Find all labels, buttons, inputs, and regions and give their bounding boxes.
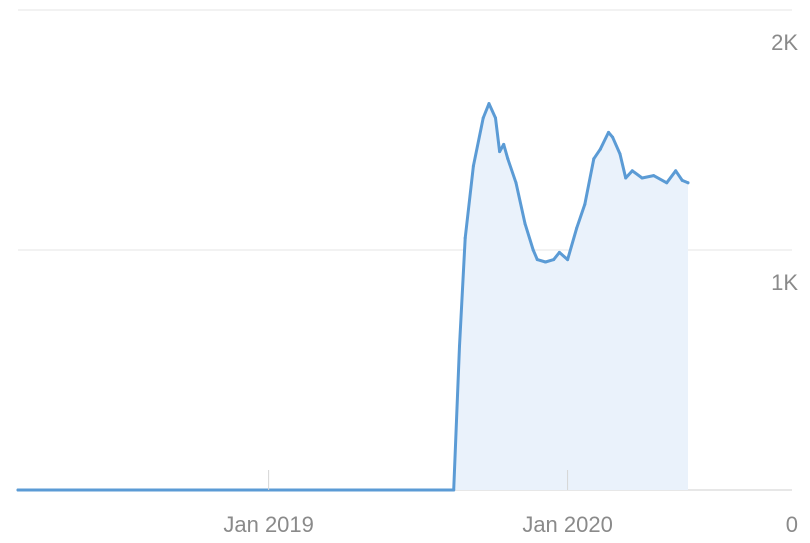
data-point [457, 344, 461, 348]
data-point [502, 142, 506, 146]
data-point [583, 202, 587, 206]
data-point [598, 147, 602, 151]
data-point [487, 102, 491, 106]
data-point [514, 181, 518, 185]
area-layer [18, 103, 688, 490]
y-axis: 0 1K 2K [771, 30, 798, 537]
data-point [552, 258, 556, 262]
data-point [481, 116, 485, 120]
line-layer [16, 102, 690, 492]
data-point [452, 488, 456, 492]
data-point [566, 258, 570, 262]
data-point [652, 174, 656, 178]
data-point [607, 130, 611, 134]
data-point [463, 236, 467, 240]
y-tick-label: 0 [786, 512, 798, 537]
series-line [16, 102, 690, 492]
data-point [674, 169, 678, 173]
data-point [16, 488, 20, 492]
data-point [680, 178, 684, 182]
data-point [535, 258, 539, 262]
data-point [624, 176, 628, 180]
data-point [506, 157, 510, 161]
y-tick-label: 2K [771, 30, 798, 55]
data-point [665, 181, 669, 185]
data-point [471, 164, 475, 168]
x-axis: Jan 2019 Jan 2020 [223, 470, 613, 537]
data-point [640, 176, 644, 180]
data-point [575, 226, 579, 230]
x-tick-label: Jan 2019 [223, 512, 314, 537]
y-tick-label: 1K [771, 270, 798, 295]
series-area [18, 103, 688, 490]
data-point [543, 260, 547, 264]
x-tick-label: Jan 2020 [522, 512, 613, 537]
data-point [686, 181, 690, 185]
data-point [494, 116, 498, 120]
data-point [618, 152, 622, 156]
data-point [523, 222, 527, 226]
data-point [531, 248, 535, 252]
data-point [498, 150, 502, 154]
data-point [557, 250, 561, 254]
data-point [592, 157, 596, 161]
data-point [611, 135, 615, 139]
data-point [630, 169, 634, 173]
